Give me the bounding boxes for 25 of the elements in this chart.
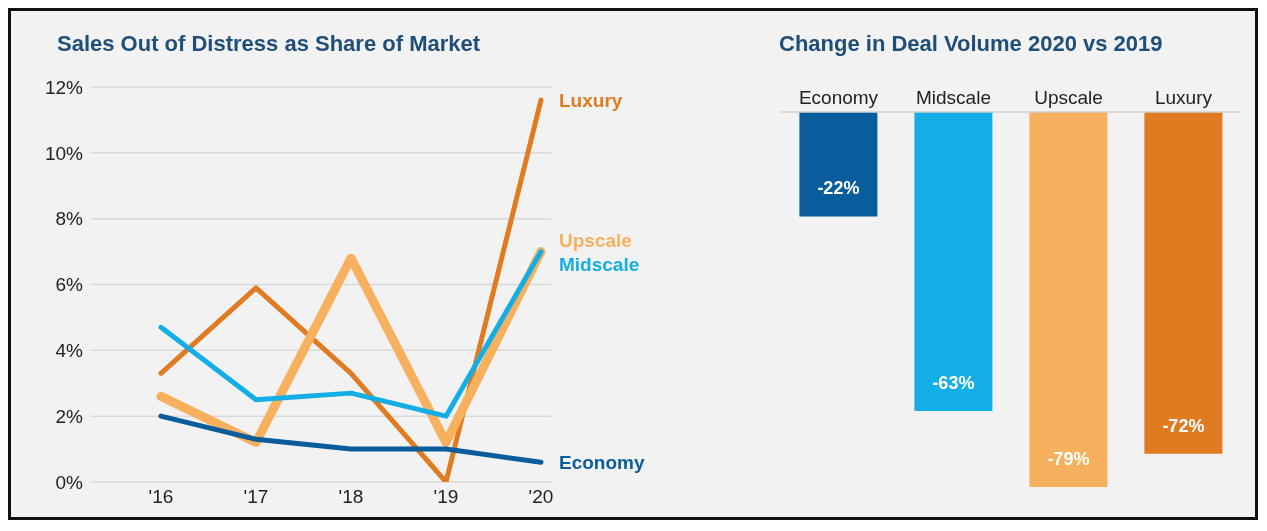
y-tick-label: 8% <box>55 208 84 230</box>
data-label: -22% <box>817 178 860 199</box>
chart-title: Change in Deal Volume 2020 vs 2019 <box>779 31 1164 58</box>
data-label: -79% <box>1047 449 1090 469</box>
y-tick-label: 12% <box>44 76 84 98</box>
series-label: Upscale <box>559 229 632 251</box>
x-tick-label: Midscale <box>916 87 991 108</box>
x-tick-label: Economy <box>798 87 879 108</box>
y-tick-label: 4% <box>55 340 84 362</box>
series-label: Midscale <box>559 253 640 275</box>
y-tick-label: 6% <box>55 274 84 296</box>
y-tick-label: 2% <box>55 405 84 427</box>
x-tick-label: '16 <box>148 486 174 508</box>
x-tick-label: Luxury <box>1154 87 1213 108</box>
x-tick-label: '17 <box>243 486 269 508</box>
y-tick-label: 0% <box>55 471 84 493</box>
x-tick-label: '19 <box>433 486 459 508</box>
data-label: -63% <box>932 373 975 394</box>
chart-title: Sales Out of Distress as Share of Market <box>57 31 482 58</box>
y-tick-label: 10% <box>44 142 84 164</box>
x-tick-label: Upscale <box>1034 87 1103 108</box>
x-tick-label: '20 <box>528 486 554 508</box>
x-tick-label: '18 <box>338 486 364 508</box>
series-label: Economy <box>559 452 645 474</box>
data-label: -72% <box>1162 415 1205 436</box>
